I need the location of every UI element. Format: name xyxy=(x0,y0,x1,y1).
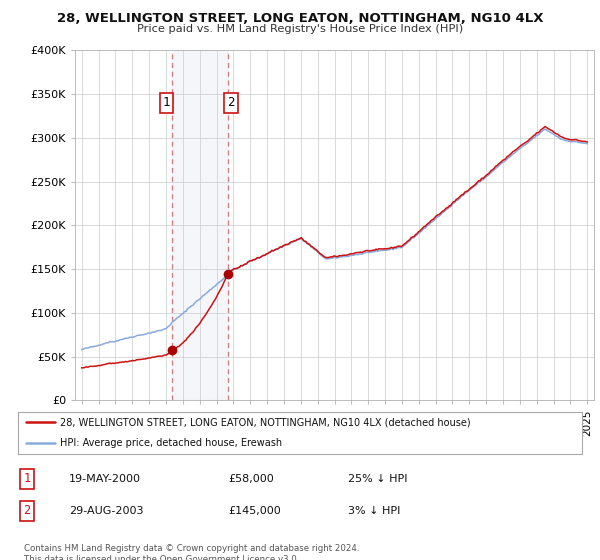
Text: 28, WELLINGTON STREET, LONG EATON, NOTTINGHAM, NG10 4LX: 28, WELLINGTON STREET, LONG EATON, NOTTI… xyxy=(57,12,543,25)
Text: 1: 1 xyxy=(163,96,170,109)
Text: £58,000: £58,000 xyxy=(228,474,274,484)
Text: Contains HM Land Registry data © Crown copyright and database right 2024.
This d: Contains HM Land Registry data © Crown c… xyxy=(24,544,359,560)
Text: 29-AUG-2003: 29-AUG-2003 xyxy=(69,506,143,516)
Text: 2: 2 xyxy=(23,504,31,517)
Text: 2: 2 xyxy=(227,96,235,109)
Text: 19-MAY-2000: 19-MAY-2000 xyxy=(69,474,141,484)
Text: 25% ↓ HPI: 25% ↓ HPI xyxy=(348,474,407,484)
Text: 3% ↓ HPI: 3% ↓ HPI xyxy=(348,506,400,516)
Text: £145,000: £145,000 xyxy=(228,506,281,516)
Text: HPI: Average price, detached house, Erewash: HPI: Average price, detached house, Erew… xyxy=(60,438,283,448)
Text: 28, WELLINGTON STREET, LONG EATON, NOTTINGHAM, NG10 4LX (detached house): 28, WELLINGTON STREET, LONG EATON, NOTTI… xyxy=(60,417,471,427)
Bar xyxy=(172,50,227,400)
Text: 1: 1 xyxy=(23,472,31,486)
Text: Price paid vs. HM Land Registry's House Price Index (HPI): Price paid vs. HM Land Registry's House … xyxy=(137,24,463,34)
